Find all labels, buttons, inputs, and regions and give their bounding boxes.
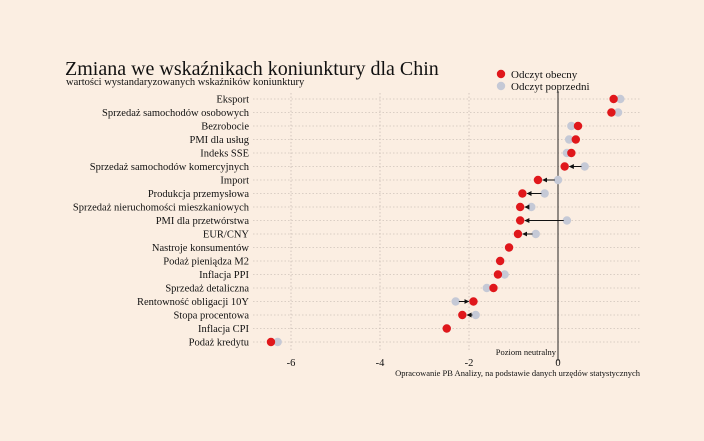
previous-value-point [471,310,480,320]
current-value-point [518,189,527,198]
current-value-point [567,148,576,158]
category-label: Import [220,176,249,187]
category-label: Sprzedaż detaliczna [165,284,249,295]
previous-value-point [616,94,625,104]
current-value-point [493,270,503,279]
current-value-point [609,94,618,104]
category-labels: Eksport Sprzedaż samochodów osobowych Bezr… [73,95,250,349]
x-tick-label: 0 [555,358,560,369]
category-label: Inflacja PPI [199,270,249,281]
previous-value-point [531,229,540,239]
previous-value-point [553,175,563,185]
category-label: Sprzedaż samochodów osobowych [102,108,250,119]
category-label: PMI dla przetwórstwa [156,216,250,227]
category-label: Stopa procentowa [173,311,249,322]
category-label: Eksport [216,95,249,106]
current-value-point [458,310,467,320]
category-label: Indeks SSE [200,149,249,160]
previous-value-point [482,283,491,293]
legend: Odczyt obecny Odczyt poprzedni [496,69,590,93]
category-label: Nastroje konsumentów [152,243,250,254]
current-value-point [571,135,580,144]
x-tick-label: -2 [465,358,474,369]
chart-title: Zmiana we wskaźnikach koniunktury dla Ch… [65,58,439,80]
category-label: Sprzedaż nieruchomości mieszkaniowych [73,203,250,214]
current-value-point [515,202,525,212]
current-value-point [560,162,569,171]
previous-value-point [540,189,549,198]
current-value-point [513,229,523,239]
legend-current-label: Odczyt obecny [511,69,578,81]
current-value-point [266,337,276,347]
source-note: Opracowanie PB Analizy, na podstawie dan… [395,368,641,378]
previous-value-point [527,202,536,212]
current-value-point [469,297,478,306]
category-label: EUR/CNY [203,230,250,241]
category-label: PMI dla usług [189,135,249,146]
legend-previous-marker [496,81,506,91]
category-label: Inflacja CPI [198,324,250,335]
category-label: Podaż kredytu [189,338,250,349]
data-marks [266,94,625,347]
previous-value-point [580,162,589,171]
chart-subtitle: wartości wystandaryzowanych wskaźników k… [66,77,305,88]
current-value-point [533,175,543,185]
previous-value-point [451,297,460,306]
current-value-point [495,256,505,266]
previous-value-point [273,337,282,347]
category-label: Podaż pieniądza M2 [163,257,249,268]
x-tick-label: -6 [287,358,296,369]
legend-previous-label: Odczyt poprzedni [511,81,590,93]
current-value-point [504,243,514,252]
current-value-point [442,324,451,333]
current-value-point [489,283,498,293]
x-tick-label: -4 [376,358,385,369]
category-label: Rentowność obligacji 10Y [137,297,249,308]
legend-current-marker [496,69,506,79]
current-value-point [515,216,525,225]
grid [253,91,640,361]
category-label: Produkcja przemysłowa [148,189,250,200]
previous-value-point [500,270,509,279]
category-label: Sprzedaż samochodów komercyjnych [90,162,250,173]
previous-value-point [613,108,623,117]
current-value-point [573,121,583,131]
neutral-level-label: Poziom neutralny [496,347,557,357]
category-label: Bezrobocie [201,122,249,133]
previous-value-point [564,135,574,144]
x-axis: -6 -4 -2 0 [287,358,561,369]
previous-value-point [562,216,572,225]
previous-value-point [567,121,576,131]
current-value-point [607,108,616,117]
